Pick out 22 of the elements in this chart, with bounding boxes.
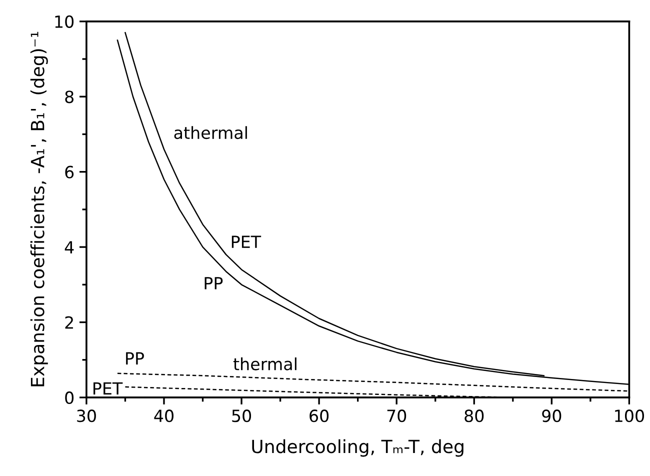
y-tick-label: 4 (64, 241, 74, 254)
y-tick-label: 8 (65, 90, 74, 104)
y-tick-label: 10 (55, 15, 74, 28)
x-tick-label: 50 (232, 410, 252, 422)
x-tick-label: 30 (77, 410, 96, 422)
y-axis-title: Expansion coefficients, -A₁', B₁', (deg)⁻¹ (30, 32, 48, 386)
annotation: PET (94, 382, 123, 395)
annotation: athermal (174, 126, 247, 140)
x-axis-title: Undercooling, Tₘ-T, deg (252, 439, 464, 457)
x-tick-label: 60 (310, 410, 329, 422)
y-tick-label: 6 (65, 166, 74, 178)
annotation: PET (232, 236, 262, 248)
x-tick-label: 90 (542, 410, 562, 422)
x-tick-label: 80 (464, 410, 484, 422)
y-tick-label: 0 (65, 391, 74, 404)
annotation: PP (126, 352, 144, 364)
x-tick-label: 40 (154, 410, 174, 422)
annotation: thermal (233, 357, 296, 370)
x-tick-label: 70 (387, 410, 406, 422)
x-tick-label: 100 (615, 410, 644, 422)
annotation: PP (204, 277, 223, 290)
y-tick-label: 2 (65, 316, 73, 329)
